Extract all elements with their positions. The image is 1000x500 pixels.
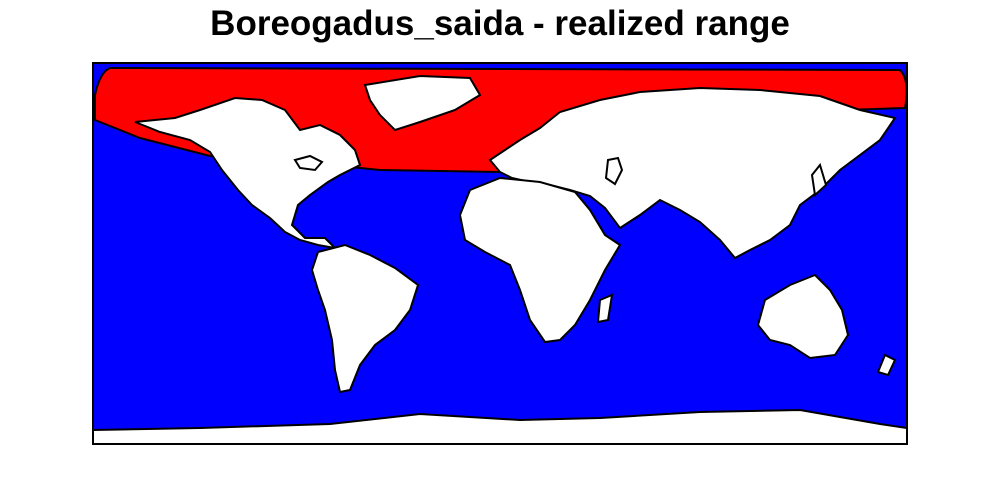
africa [458,176,622,344]
new-zealand [876,353,897,377]
eurasia [488,86,897,260]
caspian-sea [604,156,624,186]
australia [756,273,850,360]
japan [810,162,828,197]
map-title: Boreogadus_saida - realized range [210,4,790,43]
greenland [363,74,482,132]
antarctica [92,408,908,445]
north-america [134,96,362,250]
great-lakes [293,154,324,172]
south-america [310,243,420,394]
madagascar [596,293,614,324]
